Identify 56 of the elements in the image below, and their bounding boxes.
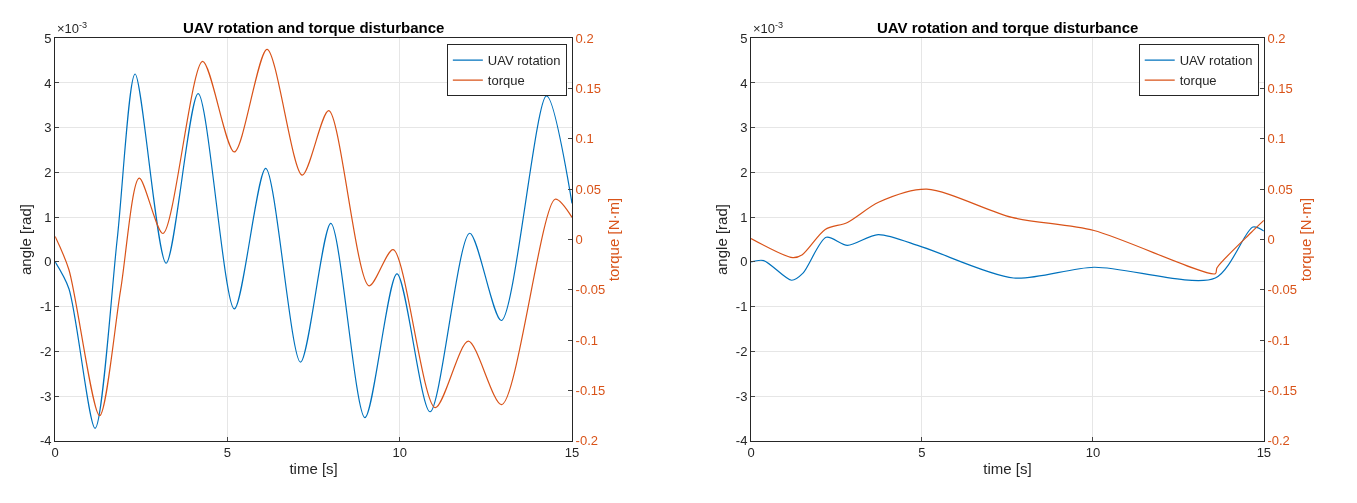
- legend-label: UAV rotation: [487, 53, 561, 69]
- y2-tick-label: 0.05: [575, 181, 601, 197]
- x-axis-title: time [s]: [289, 460, 338, 478]
- y-tick-label: 5: [44, 30, 52, 46]
- y-tick-label: -2: [735, 343, 748, 359]
- y-tick-label: -2: [39, 343, 52, 359]
- y-tick-label: -1: [735, 299, 748, 315]
- y-tick-label: 2: [740, 164, 748, 180]
- y-axis-title: angle [rad]: [713, 204, 731, 275]
- y-tick-label: 3: [740, 120, 748, 136]
- x-tick-label: 5: [223, 445, 232, 461]
- chart-title: UAV rotation and torque disturbance: [183, 19, 445, 36]
- y2-tick-label: 0.1: [1267, 131, 1286, 147]
- text: ×10$^{-3}$: [753, 20, 784, 37]
- y2-tick-label: 0.15: [1267, 81, 1293, 97]
- y2-tick-label: 0.2: [1267, 30, 1286, 46]
- y-tick-label: 1: [740, 209, 748, 225]
- y2-tick-label: 0.1: [575, 131, 594, 147]
- y-tick-label: -3: [39, 388, 52, 404]
- y2-tick-label: 0.05: [1267, 181, 1293, 197]
- line-series: [751, 188, 1264, 275]
- legend-label: UAV rotation: [1179, 53, 1253, 69]
- y-tick-label: -3: [735, 388, 748, 404]
- y-tick-label: -4: [735, 433, 748, 449]
- y-tick-label: 4: [740, 75, 748, 91]
- y2-tick-label: -0.1: [1267, 332, 1290, 348]
- y2-tick-label: -0.1: [575, 332, 599, 348]
- y-tick-label: 4: [44, 75, 52, 91]
- y-axis-title: angle [rad]: [17, 204, 35, 275]
- x-tick-label: 10: [1085, 445, 1101, 461]
- legend-label: torque: [487, 73, 525, 89]
- y2-axis-title: torque [N·m]: [1297, 197, 1315, 282]
- y2-tick-label: 0.15: [575, 81, 601, 97]
- line-series: [751, 226, 1264, 282]
- x-tick-label: 10: [392, 445, 407, 461]
- chart-title: UAV rotation and torque disturbance: [877, 19, 1139, 36]
- y-tick-label: 3: [44, 120, 52, 136]
- y2-tick-label: -0.15: [1267, 383, 1298, 399]
- y-tick-label: 5: [740, 30, 748, 46]
- legend-label: torque: [1179, 73, 1217, 89]
- y2-tick-label: 0.2: [575, 30, 594, 46]
- y-tick-label: 2: [44, 164, 52, 180]
- y-tick-label: -4: [39, 433, 52, 449]
- text: ×10$^{-3}$: [57, 20, 88, 37]
- y-tick-label: 0: [44, 254, 52, 270]
- y2-tick-label: -0.05: [1267, 282, 1298, 298]
- y-tick-label: 1: [44, 209, 52, 225]
- y2-tick-label: -0.05: [575, 282, 606, 298]
- y-tick-label: 0: [740, 254, 748, 270]
- y2-tick-label: 0: [1267, 232, 1275, 248]
- x-tick-label: 5: [918, 445, 926, 461]
- x-axis-title: time [s]: [983, 460, 1032, 478]
- y2-axis-title: torque [N·m]: [605, 197, 623, 282]
- y2-tick-label: -0.15: [575, 383, 606, 399]
- y-tick-label: -1: [39, 299, 52, 315]
- y2-tick-label: 0: [575, 232, 583, 248]
